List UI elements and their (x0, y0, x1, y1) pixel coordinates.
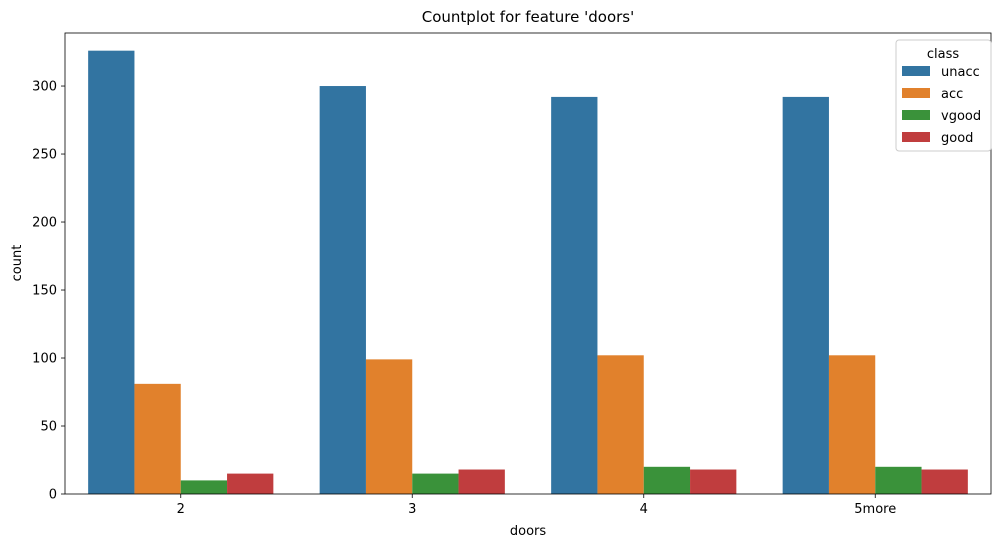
legend-label-good: good (941, 131, 973, 146)
x-axis-title: doors (510, 524, 547, 539)
y-tick-label: 150 (32, 284, 57, 299)
y-tick-label: 250 (32, 148, 57, 163)
legend-label-acc: acc (941, 87, 963, 102)
y-tick-label: 300 (32, 80, 57, 95)
bar-acc-5more (828, 355, 876, 494)
bar-vgood-5more (875, 466, 922, 494)
y-tick-label: 100 (32, 352, 57, 367)
x-tick-label: 3 (408, 502, 416, 517)
y-tick-label: 200 (32, 216, 57, 231)
bar-unacc-3 (319, 86, 366, 494)
legend-swatch-unacc (902, 66, 930, 76)
bar-unacc-5more (782, 96, 829, 494)
legend-swatch-good (902, 132, 930, 142)
legend-swatch-acc (902, 88, 930, 98)
x-tick-label: 4 (640, 502, 648, 517)
bar-good-4 (690, 469, 737, 494)
bar-acc-4 (597, 355, 644, 494)
bar-good-2 (227, 473, 274, 494)
legend-label-unacc: unacc (941, 65, 980, 80)
legend: class unacc acc vgood good (895, 39, 992, 152)
chart-title: Countplot for feature 'doors' (422, 8, 634, 26)
bar-unacc-2 (88, 50, 135, 494)
legend-label-vgood: vgood (941, 109, 981, 124)
y-tick-label: 0 (49, 488, 57, 503)
x-tick-label: 5more (854, 502, 896, 517)
bar-unacc-4 (551, 96, 598, 494)
plot-frame (64, 32, 992, 495)
bars-group (88, 50, 968, 494)
bar-vgood-2 (180, 480, 228, 494)
y-tick-label: 50 (40, 420, 57, 435)
x-tick-label: 2 (177, 502, 185, 517)
bar-good-5more (921, 469, 968, 494)
legend-swatch-vgood (902, 110, 930, 120)
x-axis-ticks: 2 3 4 5more (177, 494, 896, 517)
legend-title: class (927, 47, 959, 62)
bar-acc-3 (365, 359, 413, 494)
bar-good-3 (458, 469, 505, 494)
bar-vgood-4 (643, 466, 691, 494)
bar-vgood-3 (412, 473, 459, 494)
bar-acc-2 (134, 383, 181, 494)
y-axis-ticks: 0 50 100 150 200 250 300 (32, 80, 65, 503)
legend-items: unacc acc vgood good (902, 65, 981, 146)
y-axis-title: count (10, 245, 25, 282)
